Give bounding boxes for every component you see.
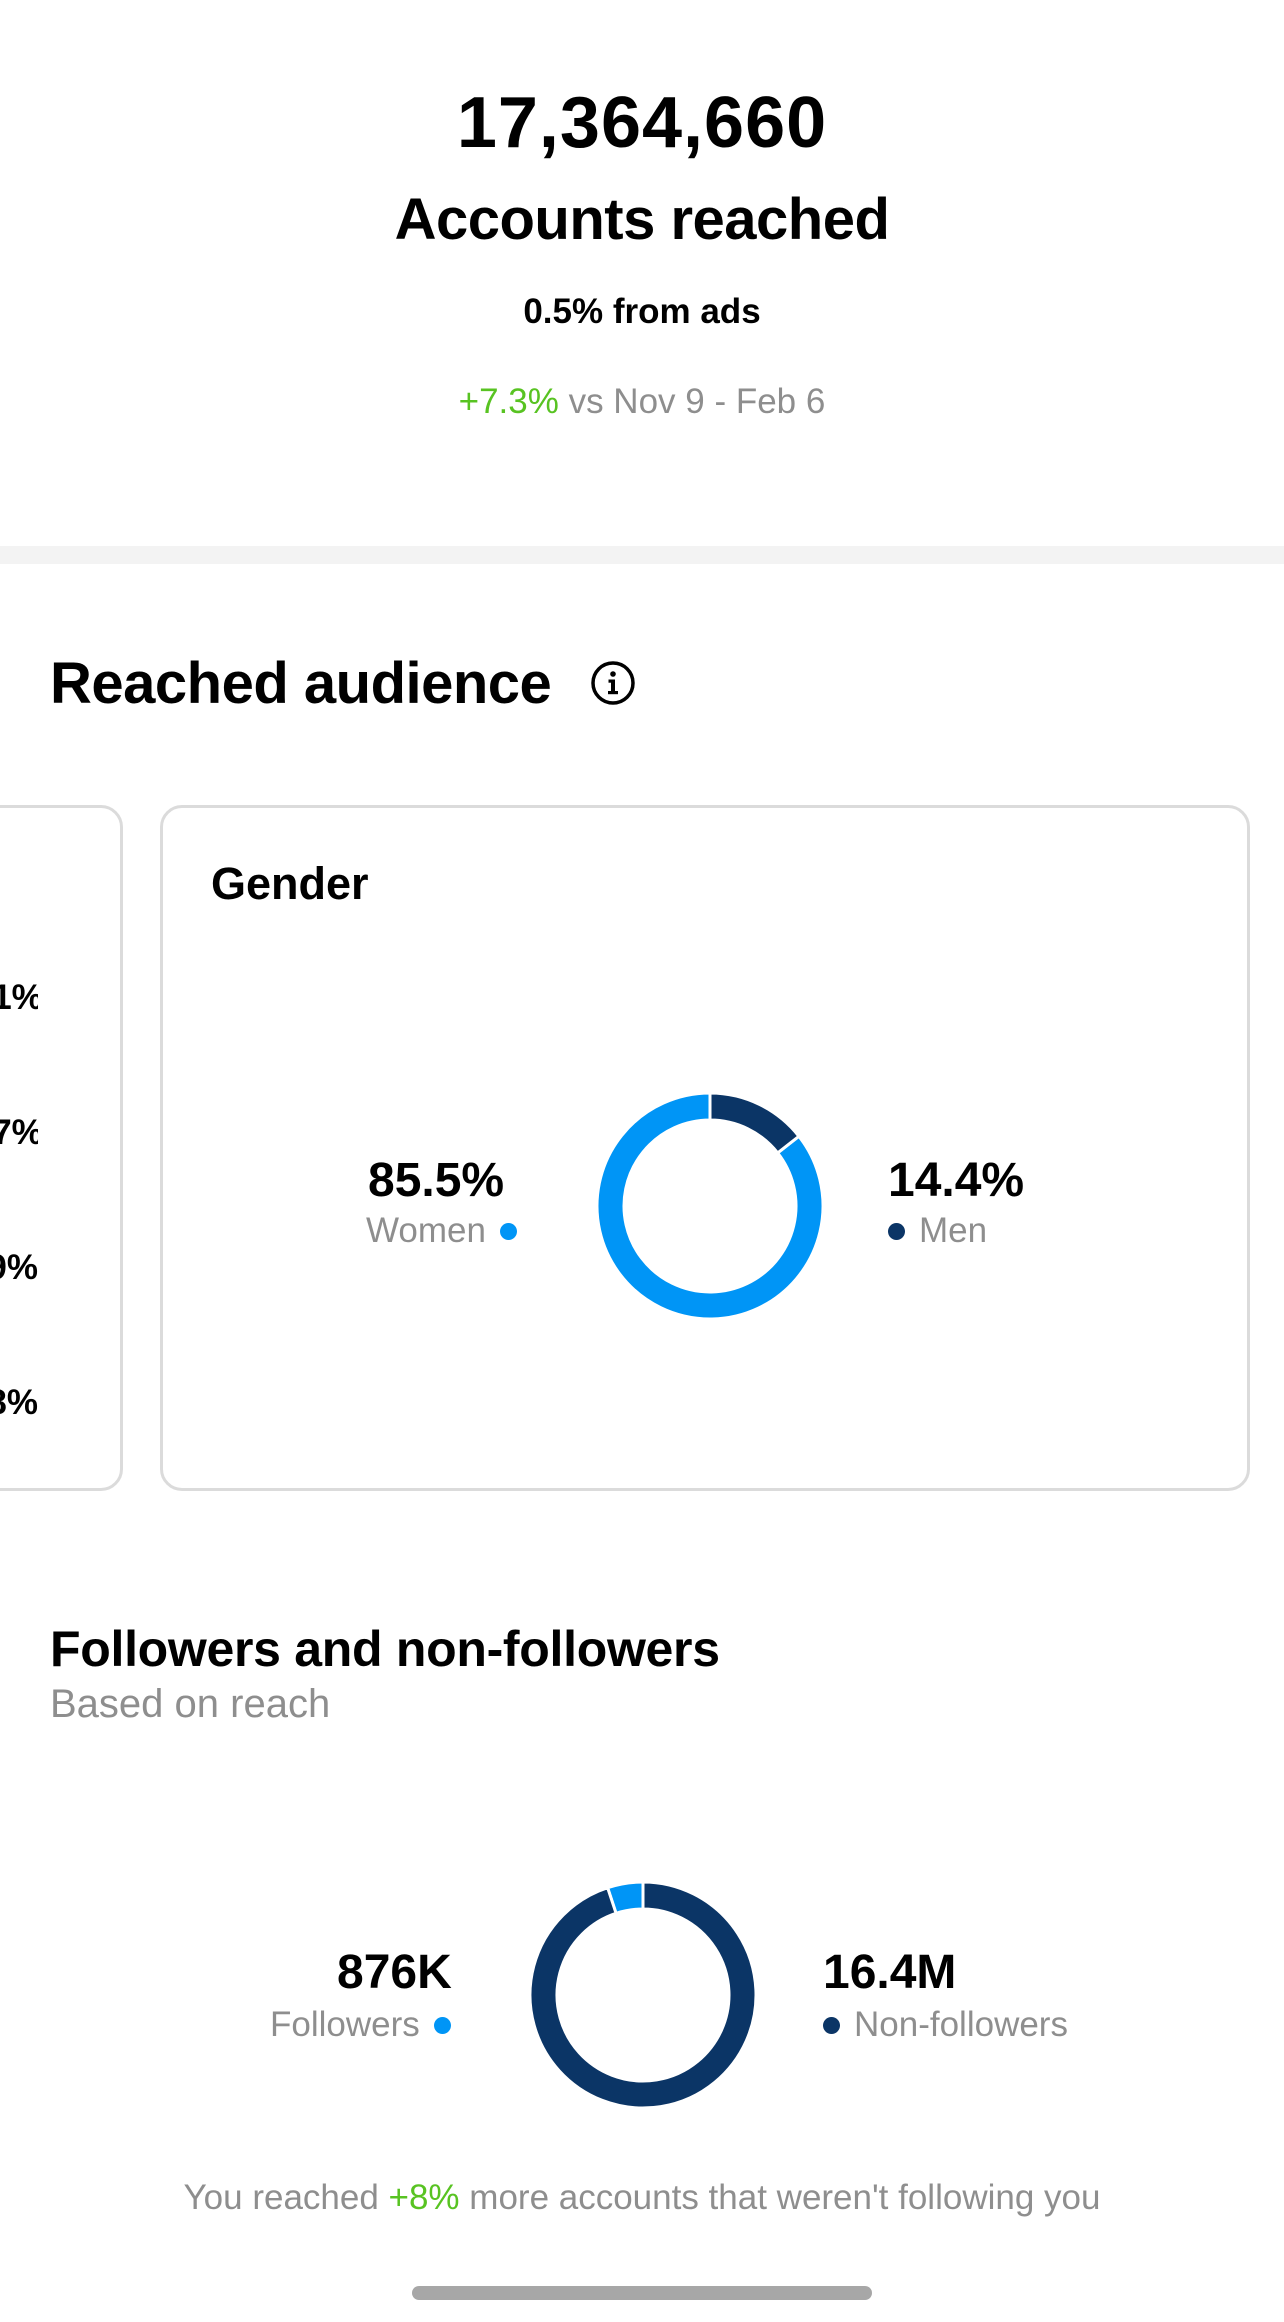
followers-section-title: Followers and non-followers — [50, 1621, 720, 1677]
gender-card[interactable]: Gender 85.5% Women 14.4% Men — [160, 805, 1250, 1491]
followers-value: 876K — [337, 1946, 452, 1999]
info-icon[interactable] — [590, 660, 636, 706]
home-indicator[interactable] — [412, 2286, 872, 2300]
followers-donut-chart — [528, 1880, 758, 2110]
followers-label: Followers — [270, 2005, 420, 2044]
age-range-percentage: .9% — [0, 1248, 38, 1287]
non-followers-dot-icon — [823, 2016, 840, 2034]
non-followers-value: 16.4M — [823, 1946, 957, 1999]
reached-audience-title: Reached audience — [50, 651, 552, 716]
non-followers-note: You reached +8% more accounts that weren… — [0, 2178, 1284, 2218]
men-legend: Men — [888, 1211, 987, 1251]
section-divider — [0, 546, 1284, 564]
women-dot-icon — [499, 1222, 517, 1240]
age-range-percentage: 3.1% — [0, 978, 38, 1017]
accounts-reached-label: Accounts reached — [394, 187, 890, 252]
from-ads-text: 0.5% from ads — [523, 292, 761, 331]
women-legend: Women — [366, 1211, 517, 1251]
followers-legend: Followers — [270, 2005, 451, 2045]
change-percentage: +7.3% — [458, 382, 559, 421]
comparison-text: +7.3% vs Nov 9 - Feb 6 — [0, 382, 1284, 422]
gender-slice-women — [595, 1091, 825, 1321]
note-suffix: more accounts that weren't following you — [459, 2178, 1101, 2217]
note-highlight: +8% — [388, 2178, 460, 2217]
followers-dot-icon — [433, 2016, 451, 2034]
followers-slice-non-followers — [528, 1880, 758, 2110]
non-followers-label: Non-followers — [854, 2005, 1068, 2044]
gender-card-title: Gender — [211, 858, 369, 909]
age-range-card[interactable]: 3.1% 5.7% .9% .8% — [0, 805, 123, 1491]
accounts-reached-value: 17,364,660 — [456, 83, 828, 163]
followers-section-subtitle: Based on reach — [50, 1682, 331, 1726]
age-range-percentage: 5.7% — [0, 1113, 38, 1152]
note-prefix: You reached — [183, 2178, 389, 2217]
women-label: Women — [366, 1211, 486, 1250]
gender-slice-men — [708, 1091, 802, 1156]
reach-summary: 17,364,660 Accounts reached 0.5% from ad… — [0, 0, 1284, 546]
women-percentage: 85.5% — [368, 1154, 505, 1207]
men-label: Men — [919, 1211, 988, 1250]
age-range-percentage: .8% — [0, 1383, 38, 1422]
comparison-period: vs Nov 9 - Feb 6 — [558, 382, 826, 421]
men-percentage: 14.4% — [888, 1154, 1025, 1207]
gender-donut-chart — [595, 1091, 825, 1321]
non-followers-legend: Non-followers — [823, 2005, 1068, 2045]
men-dot-icon — [888, 1222, 905, 1240]
